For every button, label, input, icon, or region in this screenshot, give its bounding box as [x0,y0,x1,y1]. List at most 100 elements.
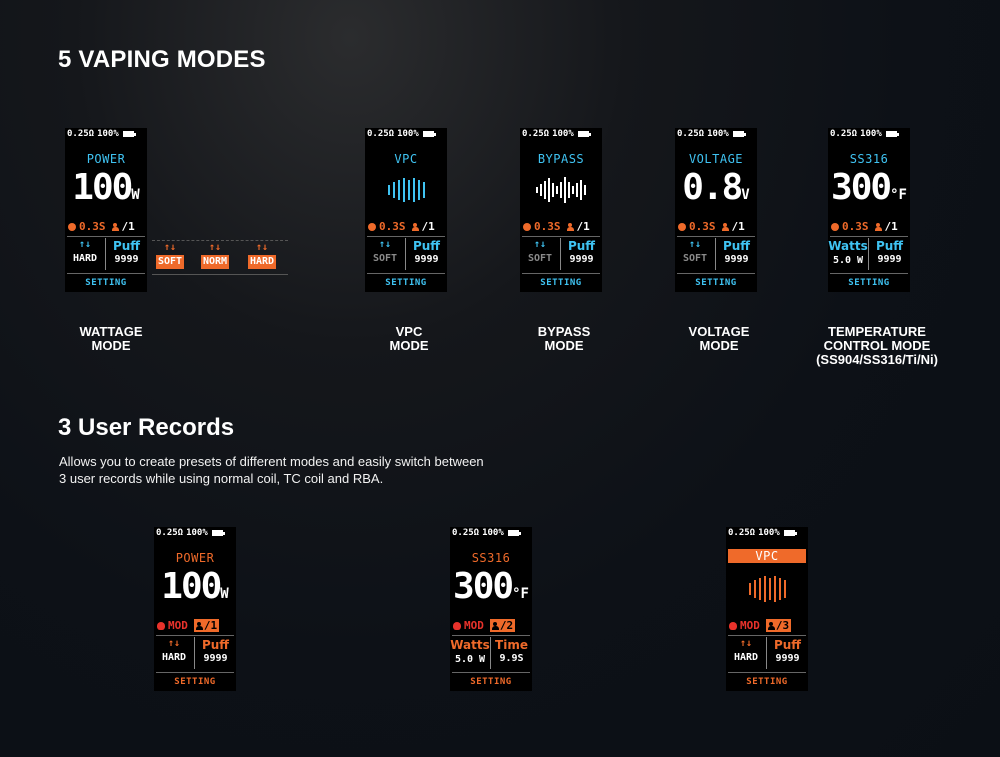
output-value: 100W [161,566,229,607]
mode-label: POWER [86,152,126,166]
preheat-status: 0.3S/1 [831,220,909,233]
waveform-bar [580,180,582,200]
vpc-bar [397,180,400,200]
vpc-bar [392,182,395,198]
status-bar: 0.25Ω 100% [67,129,145,139]
divider [156,672,234,673]
vpc-bar [778,578,781,600]
caption-wattage-mode: WATTAGE MODE [79,324,143,353]
user-icon [874,222,882,231]
mode-label: POWER [175,551,215,565]
caption-voltage-mode: VOLTAGE MODE [688,324,750,353]
setting-label: SETTING [174,677,216,687]
battery-icon [732,131,746,137]
timer-icon [368,222,376,231]
divider [452,635,530,636]
left-cell: ↑↓ HARD [733,638,759,663]
divider [490,637,491,669]
status-bar: 0.25Ω 100% [367,129,445,139]
user-record-badge: /2 [489,619,516,632]
user-icon [721,222,729,231]
vpc-bar [412,178,415,202]
setting-label: SETTING [746,677,788,687]
preheat-status: MOD/1 [157,619,235,632]
preheat-option-soft: ↑↓ SOFT [156,242,185,269]
section-title-vaping-modes: 5 VAPING MODES [58,46,266,73]
preheat-options: ↑↓ SOFT ↑↓ NORM ↑↓ HARD [152,240,288,275]
output-value: 300°F [453,566,529,607]
timer-icon [523,222,531,231]
status-bar: 0.25Ω 100% [522,129,600,139]
status-bar: 0.25Ω 100% [728,528,806,538]
user-records-description: Allows you to create presets of differen… [59,454,484,486]
preheat-status: MOD/2 [453,619,531,632]
battery-icon [507,530,521,536]
user-record-badge: /3 [765,619,792,632]
device-screen-mode: 0.25Ω 100% VOLTAGE 0.8V 0.3S/1 ↑↓ SOFT P… [675,128,757,292]
divider [452,672,530,673]
divider [766,637,767,669]
divider [156,635,234,636]
status-bar: 0.25Ω 100% [830,129,908,139]
device-screen-mode: 0.25Ω 100% POWER 100W 0.3S/1 ↑↓ HARD Puf… [65,128,147,292]
battery-icon [422,131,436,137]
right-cell: Puff 9999 [773,638,802,664]
waveform-bar [568,182,570,198]
divider [830,273,908,274]
preheat-status: MOD/3 [729,619,807,632]
right-cell: Puff 9999 [412,239,441,265]
user-record-badge: /1 [193,619,220,632]
user-icon [566,222,574,231]
vpc-bar [422,182,425,198]
setting-label: SETTING [695,278,737,288]
setting-label: SETTING [848,278,890,288]
divider [830,236,908,237]
preheat-status: 0.3S/1 [68,220,146,233]
right-cell: Time 9.9S [495,638,528,664]
vpc-bar [753,580,756,598]
status-bar: 0.25Ω 100% [677,129,755,139]
waveform-bar [536,187,538,193]
waveform-bar [564,177,566,203]
output-value: 100W [72,167,140,208]
vpc-bar [748,583,751,595]
lock-icon [729,621,737,630]
output-value: 300°F [831,167,907,208]
waveform-icon [536,176,586,204]
waveform-bar [548,178,550,202]
caption-bypass-mode: BYPASS MODE [537,324,591,353]
divider [677,273,755,274]
setting-label: SETTING [470,677,512,687]
left-cell: ↑↓ SOFT [527,239,553,264]
vpc-bar [758,578,761,600]
caption-vpc-mode: VPC MODE [389,324,429,353]
lock-icon [157,621,165,630]
timer-icon [68,222,76,231]
right-cell: Puff 9999 [875,239,904,265]
right-cell: Puff 9999 [722,239,751,265]
right-cell: Puff 9999 [201,638,230,664]
user-icon [411,222,419,231]
mode-label: SS316 [849,152,889,166]
preheat-option-hard: ↑↓ HARD [248,242,277,269]
mode-label: VOLTAGE [688,152,744,166]
status-bar: 0.25Ω 100% [452,528,530,538]
left-cell: ↑↓ SOFT [372,239,398,264]
waveform-bar [544,181,546,199]
output-value: 0.8V [682,167,750,208]
device-screen-mode: 0.25Ω 100% BYPASS 0.3S/1 ↑↓ SOFT Puff 99… [520,128,602,292]
caption-temperature-control-mode: TEMPERATURE CONTROL MODE (SS904/SS316/Ti/N… [816,324,938,367]
user-icon [767,621,775,630]
divider [715,238,716,270]
divider [367,236,445,237]
divider [67,236,145,237]
waveform-bar [584,185,586,195]
preheat-option-norm: ↑↓ NORM [201,242,230,269]
battery-icon [122,131,136,137]
device-screen-user-record: 0.25Ω 100% POWER 100W MOD/1 ↑↓ HARD Puff… [154,527,236,691]
left-cell: ↑↓ SOFT [682,239,708,264]
timer-icon [678,222,686,231]
divider [728,672,806,673]
waveform-bar [560,182,562,198]
vpc-bars-icon [381,176,431,204]
